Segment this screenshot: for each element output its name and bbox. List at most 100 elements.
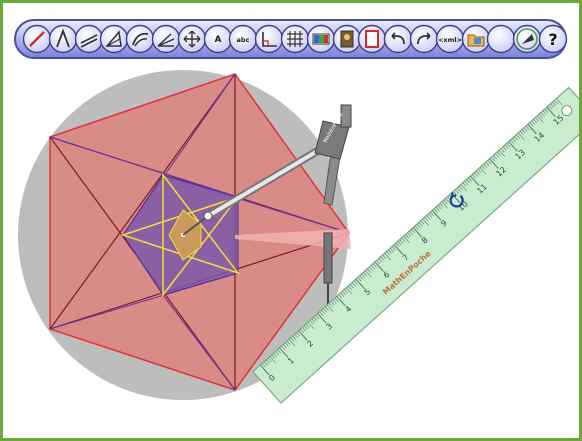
- ruler-tick-label: 6: [382, 270, 392, 280]
- ruler-tick: [538, 113, 543, 118]
- ruler-tick: [474, 172, 478, 177]
- triangle-tool-icon[interactable]: [99, 24, 129, 54]
- ruler-tick: [334, 297, 339, 302]
- ruler-tick: [407, 232, 411, 237]
- ruler-tick: [382, 254, 387, 259]
- ruler-tick: [325, 306, 329, 311]
- ruler-tick: [498, 149, 506, 158]
- ruler-tick: [277, 349, 282, 354]
- open-folder-icon[interactable]: [461, 24, 491, 54]
- ruler-tick: [426, 215, 431, 220]
- ruler-tick: [355, 278, 365, 290]
- ruler-tick: [424, 217, 429, 222]
- ruler-tick: [359, 275, 364, 280]
- ruler-tick: [262, 363, 266, 368]
- ruler-tick: [458, 186, 463, 191]
- ruler-tick: [336, 295, 346, 307]
- ruler-tick: [431, 209, 442, 221]
- ruler-tick: [346, 287, 353, 295]
- ruler-tick: [391, 246, 396, 251]
- help-icon-label: ?: [548, 30, 557, 49]
- ruler-tick: [496, 151, 501, 156]
- ruler-tick: [403, 235, 410, 244]
- ruler-tick: [365, 270, 372, 278]
- ruler-tick: [395, 242, 400, 247]
- ruler-tick: [405, 234, 410, 239]
- help-icon[interactable]: ?: [538, 24, 568, 54]
- right-angle-tool-icon[interactable]: [254, 24, 284, 54]
- ruler-tick: [489, 158, 499, 169]
- ruler-tick: [370, 265, 375, 270]
- compass-trace: [235, 229, 351, 249]
- ruler-tick: [521, 129, 526, 134]
- ruler-tick: [330, 301, 335, 306]
- fill-tool-icon[interactable]: [357, 24, 387, 54]
- ruler-tick: [368, 266, 373, 271]
- ruler-tick: [433, 208, 438, 213]
- ruler-tick: [409, 230, 413, 235]
- settings-tool-icon[interactable]: [512, 24, 542, 54]
- ruler-tick: [388, 249, 392, 254]
- grid-tool-icon[interactable]: [280, 24, 310, 54]
- ruler-hole: [561, 105, 573, 117]
- ruler-tick: [263, 361, 268, 366]
- ruler-tick: [506, 143, 511, 148]
- ruler-tick: [485, 161, 490, 167]
- text-tool-icon-label: abc: [237, 36, 250, 44]
- ruler-tick-label: 1: [286, 356, 296, 366]
- ruler-tick: [420, 220, 425, 225]
- ruler-tick: [544, 108, 549, 113]
- ruler-tick: [517, 132, 525, 140]
- ruler-tick: [441, 201, 449, 209]
- rotate-handle-icon[interactable]: [446, 190, 465, 209]
- ruler-tick: [512, 137, 517, 143]
- ruler-tick: [418, 222, 423, 227]
- ruler-tick-label: 9: [439, 218, 449, 228]
- ruler-tick: [298, 330, 308, 341]
- ruler-tick: [533, 118, 538, 124]
- ruler-tick: [284, 342, 289, 347]
- ruler-tick: [349, 284, 354, 289]
- ruler-tick: [414, 225, 419, 230]
- ruler-tick: [537, 115, 544, 123]
- ruler-tick: [300, 328, 305, 333]
- ruler-tick: [443, 199, 448, 204]
- ruler-tick: [342, 290, 347, 296]
- ruler-tick: [412, 227, 423, 238]
- ruler-tick: [380, 256, 385, 261]
- ruler-tick: [472, 174, 476, 179]
- compass[interactable]: MathEnPoche: [182, 104, 352, 311]
- ruler-tick: [311, 318, 316, 323]
- ruler-tick: [367, 268, 371, 273]
- ruler-tick: [296, 332, 301, 337]
- ruler-tick: [542, 110, 547, 115]
- ruler-tick: [361, 273, 366, 278]
- ruler-tick: [302, 327, 306, 332]
- ruler-tick: [456, 187, 461, 192]
- ruler-tick: [309, 320, 314, 325]
- ruler-tick: [470, 175, 480, 186]
- ruler-tick: [487, 160, 492, 165]
- ruler-tick: [338, 294, 343, 299]
- ruler-tick: [491, 156, 495, 161]
- ruler-tick: [319, 311, 324, 316]
- text-tool-icon[interactable]: abc: [228, 24, 258, 54]
- ruler-tick: [479, 167, 487, 175]
- ruler-tick: [502, 146, 507, 151]
- ruler-tick: [313, 316, 318, 321]
- ruler-tick: [384, 253, 391, 261]
- ruler-tick: [468, 177, 473, 182]
- ruler-tick: [410, 229, 415, 234]
- ruler-tick: [401, 237, 406, 242]
- ruler-tick: [523, 127, 528, 132]
- image-tool-icon[interactable]: [332, 24, 362, 54]
- ruler-tick: [554, 100, 559, 105]
- ruler-tick: [540, 112, 545, 117]
- ruler-tick-label: 7: [401, 253, 411, 263]
- color-palette-tool-icon[interactable]: [306, 24, 336, 54]
- ruler-tick: [283, 344, 287, 349]
- ruler-tick: [422, 218, 429, 226]
